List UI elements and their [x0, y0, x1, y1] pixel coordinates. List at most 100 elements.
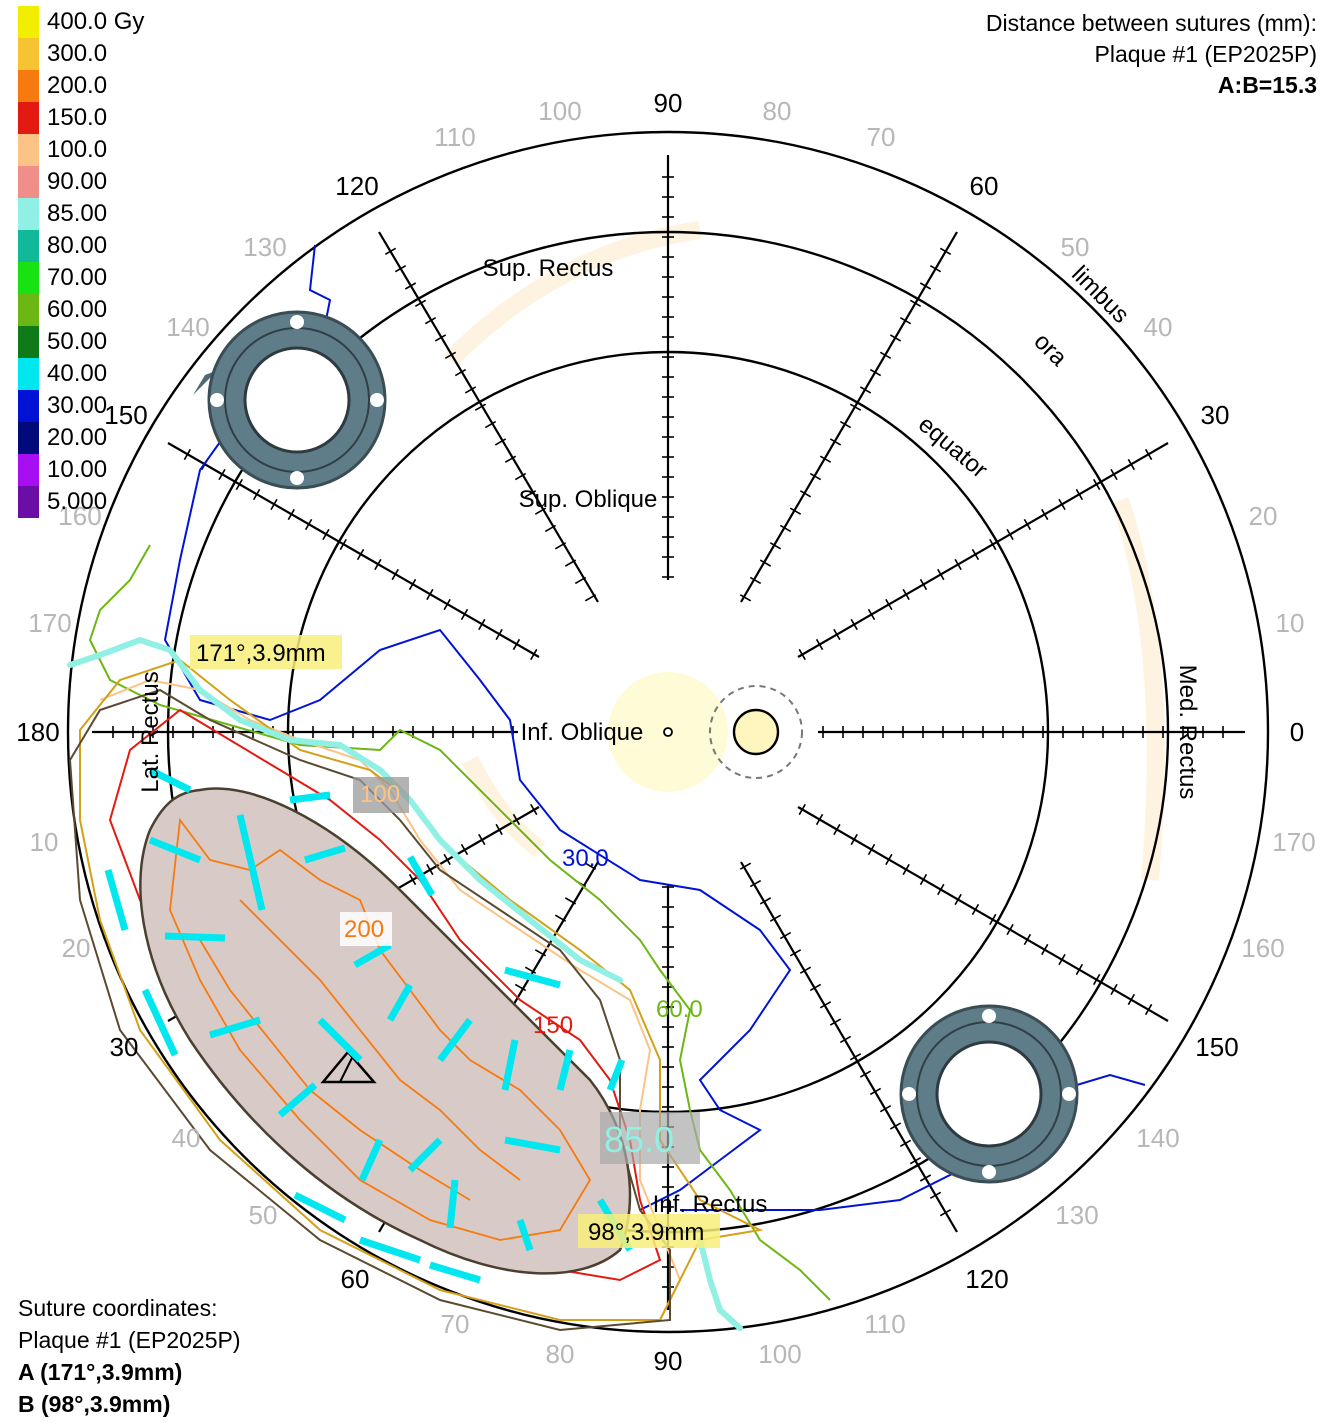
spoke-tick [512, 638, 521, 651]
spoke-tick [769, 542, 782, 550]
spoke-tick [789, 949, 802, 957]
inf-oblique-label: Inf. Oblique [521, 719, 644, 746]
sup-rectus-label: Sup. Rectus [483, 255, 614, 282]
spoke-tick [514, 472, 527, 481]
spoke-tick [1041, 508, 1049, 521]
spoke-tick [512, 813, 521, 826]
angle-label: 110 [864, 1309, 905, 1339]
isodose-label-100-bg [353, 777, 409, 813]
legend-row: 85.00 [18, 198, 144, 230]
angle-label: 160 [58, 501, 101, 531]
angle-label: 50 [1061, 232, 1090, 262]
legend-label: 85.00 [47, 200, 108, 227]
angle-label: 150 [104, 400, 147, 430]
spoke-tick [939, 247, 952, 256]
spoke-tick [1075, 963, 1084, 976]
spoke-tick [1075, 488, 1084, 501]
spoke-tick [799, 490, 812, 498]
spoke-tick [749, 576, 762, 585]
isodose-100 [99, 678, 682, 1321]
legend-label: 20.00 [47, 424, 108, 451]
legend-swatch [18, 6, 39, 38]
angle-label: 60 [341, 1264, 370, 1294]
spoke-tick [183, 448, 192, 461]
axis-label-bottom: 90 [654, 1346, 683, 1376]
spoke-tick [464, 386, 477, 394]
angle-label: 140 [1136, 1123, 1179, 1153]
lat-rectus-label: Lat. Rectus [137, 671, 164, 792]
spoke-tick [374, 558, 382, 571]
legend-label: 150.0 [47, 104, 108, 131]
spoke-tick [1058, 953, 1066, 966]
spoke-tick [759, 897, 772, 905]
suture-b: B (98°,3.9mm) [18, 1391, 171, 1417]
spoke-tick [478, 618, 486, 631]
spoke-tick [909, 299, 922, 308]
ora-label: ora [1028, 328, 1072, 372]
spoke-tick [1127, 458, 1136, 471]
legend-swatch [18, 134, 39, 166]
axis-label-top: 90 [654, 88, 683, 118]
spoke-tick [426, 588, 434, 601]
spoke-tick [859, 386, 872, 394]
angle-label: 160 [1241, 933, 1284, 963]
spoke-tick [524, 490, 537, 498]
spoke-tick [779, 931, 792, 940]
spoke-tick [514, 983, 527, 992]
angle-label: 40 [1144, 312, 1173, 342]
spoke-tick [779, 524, 792, 533]
spoke-tick [919, 578, 928, 591]
header-line-3: A:B=15.3 [1217, 72, 1317, 98]
spoke-tick [408, 578, 417, 591]
legend-label: 70.00 [47, 264, 108, 291]
spoke-tick [1092, 973, 1101, 986]
legend-row: 60.00 [18, 294, 144, 326]
plaque-image-bottom [899, 1004, 1079, 1184]
spoke-tick [584, 862, 597, 870]
spoke-tick [879, 351, 892, 359]
spoke-tick [909, 1156, 922, 1165]
spoke-tick [798, 803, 806, 816]
spoke-tick [867, 843, 876, 856]
suture-distance-header: Distance between sutures (mm): Plaque #1… [986, 8, 1317, 101]
svg-text:171°,3.9mm: 171°,3.9mm [196, 640, 326, 667]
spoke-tick [544, 524, 557, 533]
outer-ring [66, 130, 1270, 1334]
spoke-tick [584, 594, 597, 602]
legend-swatch [18, 166, 39, 198]
legend-label: 5.000 [47, 488, 108, 515]
spoke-tick [889, 334, 902, 342]
spoke-tick [1144, 448, 1153, 461]
spoke-tick [356, 548, 365, 561]
legend-swatch [18, 70, 39, 102]
legend-label: 200.0 [47, 72, 108, 99]
spoke-tick [1023, 518, 1032, 531]
legend-row: 50.00 [18, 326, 144, 358]
angle-label: 30 [110, 1032, 139, 1062]
header-line-2: Plaque #1 (EP2025P) [1094, 41, 1318, 67]
angle-label: 100 [538, 96, 581, 126]
spoke-tick [1127, 993, 1136, 1006]
spoke-tick [252, 488, 261, 501]
spoke-tick [789, 507, 802, 515]
spoke-tick [815, 813, 824, 826]
legend-row: 300.0 [18, 38, 144, 70]
spoke-tick [235, 478, 244, 491]
axis-label-left: 180 [16, 717, 59, 747]
suture-a: A (171°,3.9mm) [18, 1359, 183, 1385]
spoke-tick [809, 472, 822, 481]
legend-row: 70.00 [18, 262, 144, 294]
angle-label: 70 [867, 122, 896, 152]
outer-angle-labels-bottom: 10 20 30 40 50 60 70 80 100 110 120 130 … [30, 827, 1316, 1369]
spoke-tick [534, 949, 547, 957]
background-ring-shadows [443, 221, 1165, 881]
spoke-tick [867, 608, 876, 621]
spoke-tick [971, 903, 980, 916]
spoke-tick [885, 853, 893, 866]
spoke-tick [937, 883, 945, 896]
spoke-tick [564, 897, 577, 905]
spoke-tick [270, 498, 278, 511]
inf-rectus-label: Inf. Rectus [653, 1191, 768, 1218]
suture-callout-a: 171°,3.9mm [190, 635, 342, 669]
